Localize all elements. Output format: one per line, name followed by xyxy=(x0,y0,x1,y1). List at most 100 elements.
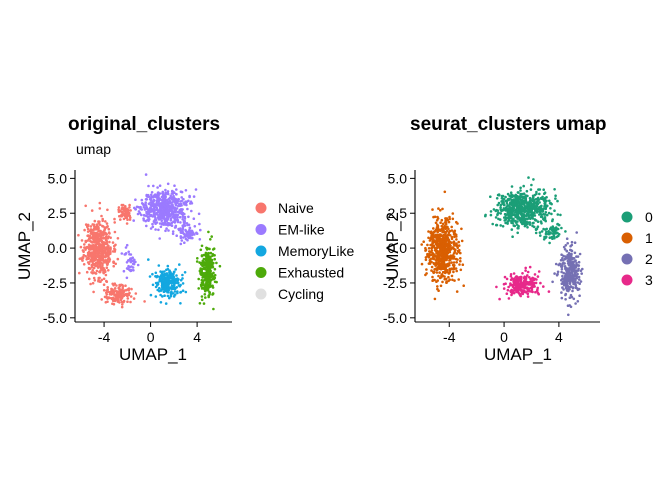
data-point xyxy=(112,260,115,264)
data-point xyxy=(424,248,428,252)
data-point xyxy=(451,212,455,215)
data-point xyxy=(455,252,459,255)
data-point xyxy=(92,258,95,262)
data-point xyxy=(543,203,547,206)
data-point xyxy=(451,254,455,257)
data-point xyxy=(148,218,151,221)
data-point xyxy=(567,287,570,291)
data-point xyxy=(575,261,578,265)
data-point xyxy=(516,214,519,217)
data-point xyxy=(201,263,204,267)
data-point xyxy=(500,196,504,200)
data-point xyxy=(163,217,167,220)
legend-label: Cycling xyxy=(278,286,324,302)
data-point xyxy=(531,217,535,220)
data-point xyxy=(108,296,112,300)
data-point xyxy=(533,273,537,276)
data-point xyxy=(83,228,86,232)
data-point xyxy=(170,224,174,227)
data-point xyxy=(517,289,520,292)
data-point xyxy=(171,292,175,295)
data-point xyxy=(160,223,164,226)
data-point xyxy=(428,258,432,262)
data-point xyxy=(515,281,518,285)
data-point xyxy=(448,263,451,267)
data-point xyxy=(87,257,90,261)
data-point xyxy=(100,240,103,243)
data-point xyxy=(88,234,92,238)
data-point xyxy=(526,295,530,298)
data-point xyxy=(127,264,130,268)
data-point xyxy=(202,302,206,305)
data-point xyxy=(123,206,126,209)
data-point xyxy=(208,283,212,287)
data-point xyxy=(566,284,569,288)
data-point xyxy=(539,215,543,219)
data-point xyxy=(88,254,91,258)
data-point xyxy=(444,244,447,247)
data-point xyxy=(440,273,444,276)
data-point xyxy=(190,209,193,213)
data-point xyxy=(114,243,117,247)
data-point xyxy=(544,235,548,239)
x-tick-label: -4 xyxy=(443,329,456,345)
data-point xyxy=(132,269,135,272)
data-point xyxy=(441,280,444,284)
data-point xyxy=(516,194,519,198)
data-point xyxy=(130,265,133,268)
data-point xyxy=(168,207,171,211)
data-point xyxy=(460,239,464,243)
data-point xyxy=(101,234,105,237)
data-point xyxy=(98,280,102,283)
data-point xyxy=(205,287,208,291)
data-point xyxy=(160,195,164,199)
data-point xyxy=(160,219,163,222)
data-point xyxy=(453,250,457,254)
data-point xyxy=(566,282,569,285)
data-point xyxy=(516,216,520,219)
data-point xyxy=(444,238,448,242)
data-point xyxy=(561,274,564,278)
data-point xyxy=(181,277,184,280)
data-point xyxy=(104,220,107,223)
data-point xyxy=(444,234,448,237)
data-point xyxy=(515,290,518,294)
data-point xyxy=(541,198,545,201)
data-point xyxy=(158,279,162,283)
data-point xyxy=(110,296,114,300)
y-tick-label: 2.5 xyxy=(388,205,408,221)
data-point xyxy=(105,291,108,295)
data-point xyxy=(100,278,104,282)
y-tick-label: -2.5 xyxy=(383,275,407,291)
data-point xyxy=(512,217,515,221)
series-Exhausted xyxy=(195,230,222,311)
data-point xyxy=(432,227,435,230)
data-point xyxy=(433,278,436,282)
data-point xyxy=(556,213,560,216)
data-point xyxy=(114,293,118,296)
data-point xyxy=(534,198,538,201)
data-point xyxy=(82,253,86,257)
data-point xyxy=(103,226,107,229)
data-point xyxy=(575,269,578,272)
data-point xyxy=(158,275,161,279)
data-point xyxy=(434,264,437,267)
data-point xyxy=(163,294,166,298)
data-point xyxy=(576,255,580,258)
data-point xyxy=(159,217,162,221)
legend-label: Naive xyxy=(278,200,314,216)
data-point xyxy=(213,267,217,271)
data-point xyxy=(165,218,168,222)
series-MemoryLike xyxy=(147,258,188,305)
data-point xyxy=(91,223,94,226)
data-point xyxy=(542,285,545,288)
series-EM-like xyxy=(120,173,202,280)
data-point xyxy=(85,224,89,228)
data-point xyxy=(531,276,534,280)
data-point xyxy=(203,272,207,276)
data-point xyxy=(502,197,506,201)
data-point xyxy=(561,262,565,265)
data-point xyxy=(520,212,524,216)
data-point xyxy=(444,253,447,257)
data-point xyxy=(565,249,568,253)
